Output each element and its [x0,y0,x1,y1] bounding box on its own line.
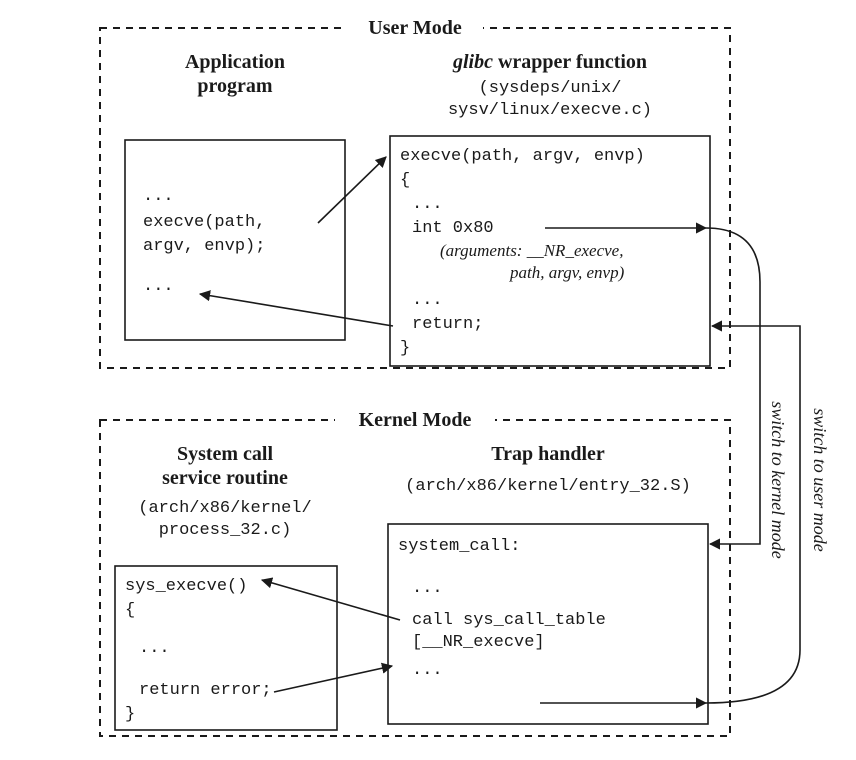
svc-line-1: sys_execve() [125,577,247,596]
svc-sub-2: process_32.c) [159,521,292,540]
app-line-4: ... [143,277,174,296]
glibc-args-2: path, argv, envp) [509,263,625,282]
label-switch-kernel: switch to kernel mode [768,401,788,558]
glibc-sub-2: sysv/linux/execve.c) [448,101,652,120]
trap-line-1: system_call: [398,537,520,556]
trap-title: Trap handler [491,443,605,465]
trap-line-4: [__NR_execve] [412,633,545,652]
trap-line-5: ... [412,661,443,680]
svc-line-4: return error; [139,681,272,700]
app-line-2: execve(path, [143,213,265,232]
svc-line-2: { [125,601,135,620]
glibc-title: glibc wrapper function [452,51,647,73]
user-mode-title: User Mode [368,17,462,39]
glibc-sub-1: (sysdeps/unix/ [479,79,622,98]
kernel-mode-title: Kernel Mode [359,409,472,431]
app-title-1: Application [185,51,285,73]
glibc-line-7: } [400,339,410,358]
trap-line-3: call sys_call_table [412,611,606,630]
app-line-3: argv, envp); [143,237,265,256]
glibc-line-5: ... [412,291,443,310]
svc-line-3: ... [139,639,170,658]
app-title-2: program [197,75,273,97]
glibc-args-1: (arguments: __NR_execve, [440,241,623,260]
glibc-line-3: ... [412,195,443,214]
svc-title-2: service routine [162,467,288,489]
glibc-line-6: return; [412,315,483,334]
svc-title-1: System call [177,443,274,465]
trap-sub: (arch/x86/kernel/entry_32.S) [405,477,691,496]
trap-line-2: ... [412,579,443,598]
glibc-line-4: int 0x80 [412,219,494,238]
svc-sub-1: (arch/x86/kernel/ [138,499,311,518]
svc-line-5: } [125,705,135,724]
glibc-line-2: { [400,171,410,190]
label-switch-user: switch to user mode [810,408,830,552]
glibc-line-1: execve(path, argv, envp) [400,147,645,166]
app-line-1: ... [143,187,174,206]
